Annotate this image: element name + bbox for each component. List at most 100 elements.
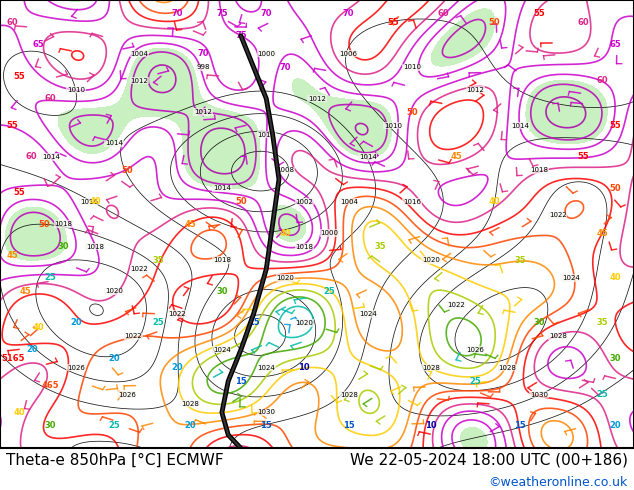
- Text: 55: 55: [13, 188, 25, 197]
- Text: 1018: 1018: [55, 221, 72, 227]
- Text: 1020: 1020: [295, 320, 313, 326]
- Text: 1020: 1020: [276, 275, 294, 281]
- Text: 45: 45: [451, 152, 462, 161]
- Text: 30: 30: [216, 287, 228, 296]
- Text: 20: 20: [70, 318, 82, 327]
- Text: 25: 25: [597, 390, 608, 399]
- Text: 55: 55: [533, 9, 545, 18]
- Text: 15: 15: [261, 421, 272, 430]
- Text: 35: 35: [153, 256, 164, 265]
- Text: 1018: 1018: [295, 244, 313, 249]
- Text: 15: 15: [248, 318, 259, 327]
- Text: 65: 65: [609, 40, 621, 49]
- Text: 15: 15: [235, 377, 247, 386]
- Text: 60: 60: [578, 18, 589, 27]
- Text: 1020: 1020: [422, 257, 440, 263]
- Text: 1022: 1022: [131, 266, 148, 272]
- Text: 55: 55: [7, 121, 18, 130]
- Text: 1006: 1006: [340, 51, 358, 57]
- Text: 30: 30: [45, 421, 56, 430]
- Text: 1012: 1012: [131, 78, 148, 84]
- Text: 70: 70: [261, 9, 272, 18]
- Text: 1014: 1014: [213, 185, 231, 191]
- Text: 20: 20: [108, 354, 120, 363]
- Text: 1012: 1012: [257, 131, 275, 138]
- Text: 50: 50: [609, 184, 621, 193]
- Text: 1010: 1010: [384, 122, 402, 128]
- Text: 1014: 1014: [105, 141, 123, 147]
- Text: 1028: 1028: [549, 333, 567, 339]
- Text: 30: 30: [533, 318, 545, 327]
- Text: 40: 40: [32, 323, 44, 332]
- Text: 20: 20: [184, 421, 196, 430]
- Text: 1022: 1022: [448, 302, 465, 308]
- Text: 50: 50: [39, 220, 50, 229]
- Text: 465: 465: [42, 381, 60, 390]
- Text: 70: 70: [280, 63, 291, 72]
- Text: 60: 60: [26, 152, 37, 161]
- Text: 1028: 1028: [422, 365, 440, 370]
- Text: 70: 70: [197, 49, 209, 58]
- Text: 70: 70: [172, 9, 183, 18]
- Text: 25: 25: [108, 421, 120, 430]
- Text: 25: 25: [45, 273, 56, 282]
- Text: ©weatheronline.co.uk: ©weatheronline.co.uk: [488, 476, 628, 489]
- Text: 15: 15: [343, 421, 354, 430]
- Text: 70: 70: [343, 9, 354, 18]
- Text: 50: 50: [406, 108, 418, 117]
- Text: 45: 45: [7, 251, 18, 260]
- Text: 55: 55: [13, 72, 25, 81]
- Text: 1030: 1030: [257, 410, 275, 416]
- Text: 5165: 5165: [1, 354, 25, 363]
- Text: 25: 25: [324, 287, 335, 296]
- Text: 25: 25: [470, 377, 481, 386]
- Text: 1024: 1024: [257, 365, 275, 370]
- Text: 1022: 1022: [169, 311, 186, 317]
- Text: 1010: 1010: [403, 64, 421, 70]
- Text: 45: 45: [184, 220, 196, 229]
- Text: 30: 30: [609, 354, 621, 363]
- Text: 40: 40: [609, 273, 621, 282]
- Text: 1030: 1030: [530, 392, 548, 397]
- Text: Theta-e 850hPa [°C] ECMWF: Theta-e 850hPa [°C] ECMWF: [6, 452, 224, 467]
- Text: 1012: 1012: [467, 87, 484, 93]
- Text: 1014: 1014: [359, 154, 377, 160]
- Text: 35: 35: [597, 318, 608, 327]
- Text: 45: 45: [597, 229, 608, 238]
- Text: 1016: 1016: [403, 199, 421, 205]
- Text: 10: 10: [425, 421, 437, 430]
- Text: 1022: 1022: [124, 333, 142, 339]
- Text: 65: 65: [32, 40, 44, 49]
- Text: 45: 45: [20, 287, 31, 296]
- Text: 40: 40: [489, 197, 500, 206]
- Text: 1002: 1002: [295, 199, 313, 205]
- Text: 50: 50: [121, 166, 133, 175]
- Text: 60: 60: [438, 9, 450, 18]
- Text: 15: 15: [514, 421, 526, 430]
- Text: 1024: 1024: [213, 347, 231, 353]
- Text: 1026: 1026: [67, 365, 85, 370]
- Text: 1012: 1012: [308, 96, 326, 101]
- Text: 1014: 1014: [511, 122, 529, 128]
- Text: 1004: 1004: [131, 51, 148, 57]
- Text: 1010: 1010: [67, 87, 85, 93]
- Text: 40: 40: [13, 408, 25, 417]
- Text: 1000: 1000: [321, 230, 339, 236]
- Text: 1026: 1026: [467, 347, 484, 353]
- Text: 10: 10: [299, 363, 310, 372]
- Text: 35: 35: [514, 256, 526, 265]
- Text: 30: 30: [58, 242, 69, 251]
- Text: 1004: 1004: [340, 199, 358, 205]
- Text: We 22-05-2024 18:00 UTC (00+186): We 22-05-2024 18:00 UTC (00+186): [350, 452, 628, 467]
- Text: 1018: 1018: [213, 257, 231, 263]
- Text: 1028: 1028: [498, 365, 516, 370]
- Text: 40: 40: [89, 197, 101, 206]
- Text: 60: 60: [597, 76, 608, 85]
- Text: 20: 20: [26, 345, 37, 354]
- Text: 75: 75: [235, 31, 247, 40]
- Text: 1024: 1024: [359, 311, 377, 317]
- Text: 1018: 1018: [530, 168, 548, 173]
- Text: 1000: 1000: [257, 51, 275, 57]
- Text: 60: 60: [7, 18, 18, 27]
- Text: 60: 60: [45, 94, 56, 103]
